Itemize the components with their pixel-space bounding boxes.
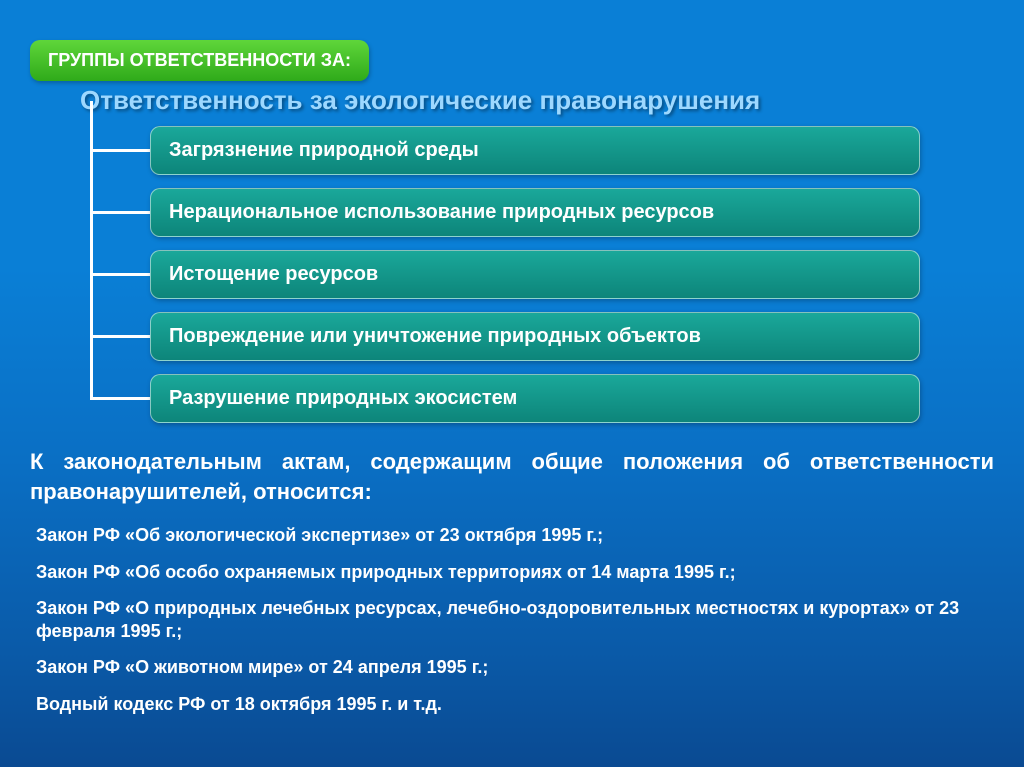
item-label: Истощение ресурсов [169, 263, 378, 285]
item-label: Повреждение или уничтожение природных об… [169, 325, 701, 347]
item-box: Разрушение природных экосистем [150, 374, 920, 423]
slide-content: ГРУППЫ ОТВЕТСТВЕННОСТИ ЗА: Ответственнос… [0, 0, 1024, 749]
tree-row: Загрязнение природной среды [60, 126, 994, 175]
hierarchy-tree: Загрязнение природной среды Нерациональн… [60, 126, 994, 423]
tree-row: Нерациональное использование природных р… [60, 188, 994, 237]
tree-branch [90, 211, 150, 214]
legislation-item: Закон РФ «О природных лечебных ресурсах,… [30, 597, 994, 642]
tree-row: Повреждение или уничтожение природных об… [60, 312, 994, 361]
legislation-item: Водный кодекс РФ от 18 октября 1995 г. и… [30, 693, 994, 716]
item-box: Нерациональное использование природных р… [150, 188, 920, 237]
item-label: Нерациональное использование природных р… [169, 201, 714, 223]
legislation-item: Закон РФ «Об экологической экспертизе» о… [30, 524, 994, 547]
item-box: Истощение ресурсов [150, 250, 920, 299]
legislation-item: Закон РФ «Об особо охраняемых природных … [30, 561, 994, 584]
legislation-item: Закон РФ «О животном мире» от 24 апреля … [30, 656, 994, 679]
slide-title: Ответственность за экологические правона… [80, 85, 994, 116]
item-box: Загрязнение природной среды [150, 126, 920, 175]
header-badge-text: ГРУППЫ ОТВЕТСТВЕННОСТИ ЗА: [48, 50, 351, 70]
header-badge: ГРУППЫ ОТВЕТСТВЕННОСТИ ЗА: [30, 40, 369, 81]
item-label: Загрязнение природной среды [169, 139, 479, 161]
tree-branch [90, 273, 150, 276]
legislation-intro: К законодательным актам, содержащим общи… [30, 447, 994, 506]
tree-branch [90, 335, 150, 338]
legislation-block: К законодательным актам, содержащим общи… [30, 447, 994, 715]
tree-branch [90, 397, 150, 400]
tree-row: Истощение ресурсов [60, 250, 994, 299]
tree-branch [90, 149, 150, 152]
item-label: Разрушение природных экосистем [169, 387, 517, 409]
tree-row: Разрушение природных экосистем [60, 374, 994, 423]
item-box: Повреждение или уничтожение природных об… [150, 312, 920, 361]
